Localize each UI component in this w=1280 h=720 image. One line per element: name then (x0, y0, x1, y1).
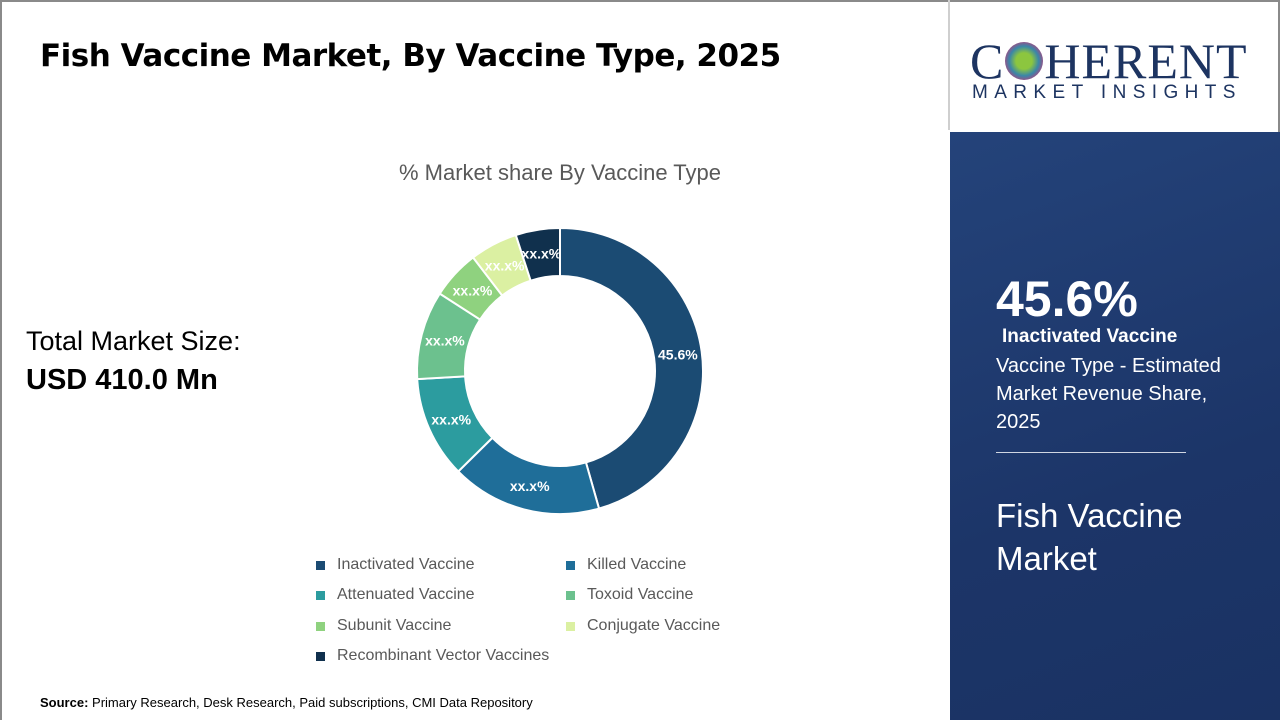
legend-item: Conjugate Vaccine (566, 617, 720, 635)
legend-item: Inactivated Vaccine (316, 556, 475, 574)
legend-swatch (316, 590, 325, 600)
globe-icon (1005, 42, 1044, 80)
data-label: 45.6% (658, 347, 698, 363)
market-size-label: Total Market Size: (26, 326, 241, 356)
legend-label: Killed Vaccine (587, 556, 687, 573)
legend-label: Recombinant Vector Vaccines (337, 647, 550, 664)
panel-divider (996, 452, 1186, 453)
donut-chart: 45.6%xx.x%xx.x%xx.x%xx.x%xx.x%xx.x% (416, 226, 704, 515)
highlight-panel: 45.6% Inactivated Vaccine Vaccine Type -… (950, 132, 1280, 720)
legend-item: Subunit Vaccine (316, 617, 451, 635)
logo-wordmark: C HERENT (970, 33, 1248, 89)
source-label: Source: (40, 695, 89, 710)
legend-swatch (566, 560, 575, 570)
page-title: Fish Vaccine Market, By Vaccine Type, 20… (40, 38, 781, 74)
logo: C HERENT MARKET INSIGHTS (952, 2, 1278, 132)
data-label: xx.x% (522, 245, 562, 261)
legend-label: Subunit Vaccine (337, 617, 452, 634)
legend-label: Attenuated Vaccine (337, 586, 475, 603)
chart-title: % Market share By Vaccine Type (399, 160, 721, 185)
highlight-segment: Inactivated Vaccine (1002, 326, 1178, 347)
legend-swatch (316, 621, 325, 631)
source-text: Primary Research, Desk Research, Paid su… (92, 695, 533, 710)
legend-item: Toxoid Vaccine (566, 586, 693, 604)
legend-item: Attenuated Vaccine (316, 586, 475, 604)
donut-slice-recombinant-vector-vaccines (514, 226, 561, 282)
divider (948, 0, 950, 130)
legend-item: Recombinant Vector Vaccines (316, 647, 549, 665)
legend-label: Inactivated Vaccine (337, 556, 475, 573)
market-size-value: USD 410.0 Mn (26, 364, 218, 396)
data-label: xx.x% (485, 258, 525, 274)
legend-label: Conjugate Vaccine (587, 617, 721, 634)
legend-label: Toxoid Vaccine (587, 586, 694, 603)
legend-swatch (566, 621, 575, 631)
data-label: xx.x% (431, 411, 471, 427)
logo-tagline: MARKET INSIGHTS (972, 82, 1242, 103)
highlight-description: Vaccine Type - Estimated Market Revenue … (996, 355, 1221, 433)
source-note: Source: Primary Research, Desk Research,… (40, 695, 533, 710)
legend-item: Killed Vaccine (566, 556, 686, 574)
highlight-percent: 45.6% (996, 271, 1138, 327)
legend-swatch (566, 590, 575, 600)
market-name: Fish Vaccine Market (996, 497, 1183, 577)
data-label: xx.x% (425, 333, 465, 349)
data-label: xx.x% (510, 478, 550, 494)
data-label: xx.x% (453, 282, 493, 298)
donut-slice-inactivated-vaccine (559, 226, 704, 510)
legend-swatch (316, 560, 325, 570)
legend-swatch (316, 651, 325, 661)
